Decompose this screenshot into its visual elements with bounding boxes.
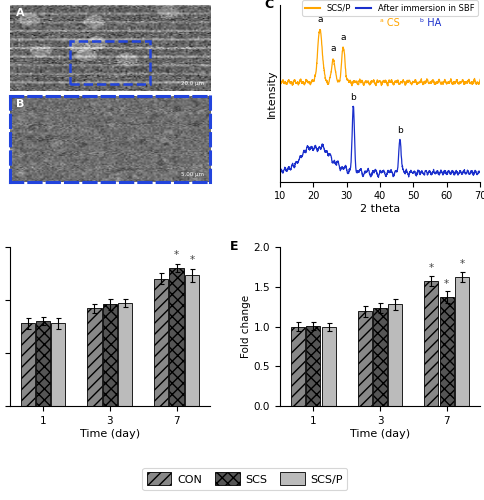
Text: 5.00 μm: 5.00 μm (181, 172, 203, 178)
Bar (70, 41, 150, 84)
Bar (454, 277, 468, 406)
Y-axis label: Fold change: Fold change (241, 295, 250, 358)
Bar (87, 308, 101, 406)
Bar (169, 268, 183, 406)
Bar (118, 303, 132, 406)
Text: a: a (340, 33, 346, 42)
Legend: CON, SCS, SCS/P: CON, SCS, SCS/P (142, 468, 347, 490)
Text: E: E (229, 240, 238, 254)
Text: C: C (263, 0, 272, 11)
Bar (305, 326, 320, 406)
X-axis label: 2 theta: 2 theta (359, 204, 399, 214)
Text: *: * (459, 260, 464, 270)
Bar (439, 297, 453, 406)
Bar (388, 304, 402, 406)
Text: ᵇ HA: ᵇ HA (419, 18, 440, 28)
X-axis label: Time (day): Time (day) (79, 429, 139, 439)
Bar (103, 304, 117, 406)
Text: B: B (15, 100, 24, 110)
Bar (154, 278, 168, 406)
Bar (372, 308, 386, 406)
Text: ᵃ CS: ᵃ CS (379, 18, 399, 28)
Text: *: * (443, 278, 448, 288)
Text: *: * (174, 250, 179, 260)
Bar (290, 326, 304, 406)
Bar (51, 324, 65, 406)
Text: a: a (330, 44, 335, 53)
X-axis label: Time (day): Time (day) (349, 429, 409, 439)
Text: 20.0 μm: 20.0 μm (181, 82, 203, 86)
Y-axis label: Intensity: Intensity (267, 69, 277, 117)
Text: *: * (428, 264, 433, 274)
Text: b: b (396, 126, 402, 134)
Bar (321, 326, 335, 406)
Bar (21, 324, 35, 406)
Text: A: A (15, 8, 24, 18)
Bar (357, 312, 371, 406)
Text: *: * (189, 256, 194, 266)
Legend: SCS/P, After immersion in SBF: SCS/P, After immersion in SBF (302, 0, 477, 16)
Bar (424, 281, 438, 406)
Text: a: a (317, 15, 322, 24)
Text: b: b (350, 92, 356, 102)
Bar (184, 276, 198, 406)
Bar (36, 321, 50, 406)
